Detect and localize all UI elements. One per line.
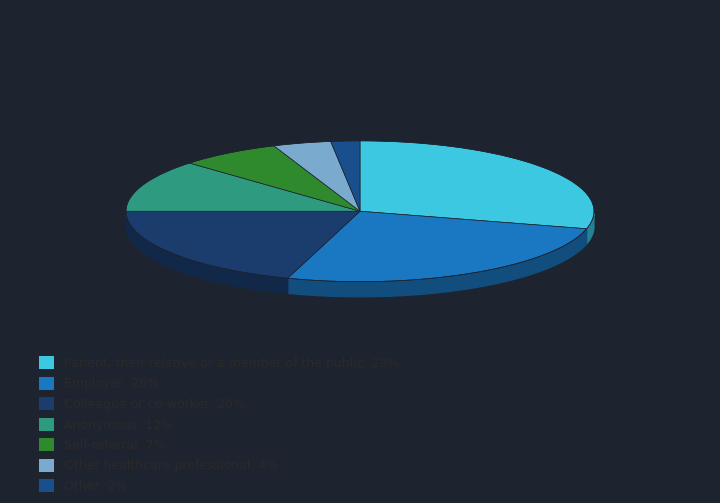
Polygon shape <box>587 213 594 244</box>
Polygon shape <box>274 141 360 211</box>
Polygon shape <box>126 213 288 293</box>
Polygon shape <box>126 163 360 211</box>
Polygon shape <box>360 141 594 229</box>
Polygon shape <box>189 146 360 211</box>
Polygon shape <box>288 229 587 297</box>
Polygon shape <box>288 211 587 282</box>
Polygon shape <box>126 211 360 278</box>
Polygon shape <box>330 141 360 211</box>
Legend: Patient, their relative or a member of the public  29%, Employer  26%, Colleague: Patient, their relative or a member of t… <box>35 353 403 497</box>
